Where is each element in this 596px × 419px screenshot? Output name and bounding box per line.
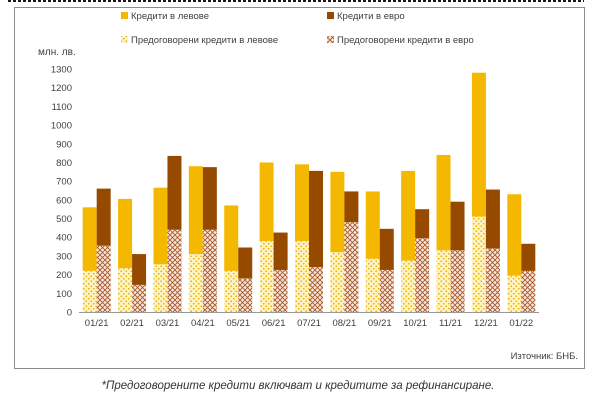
- bar-segment: [132, 284, 147, 312]
- legend-swatch: [121, 36, 128, 43]
- bar-segment: [471, 72, 486, 217]
- bar-segment: [295, 164, 309, 241]
- y-tick-label: 1100: [52, 102, 72, 113]
- x-tick-label: 06/21: [262, 318, 286, 329]
- bar-segment: [507, 194, 522, 276]
- bar-segment: [167, 229, 182, 312]
- bar-segment: [521, 270, 536, 312]
- bar-segment: [379, 269, 394, 312]
- x-tick-label: 02/21: [120, 318, 144, 329]
- x-tick-label: 05/21: [226, 318, 250, 329]
- y-tick-label: 600: [56, 195, 72, 206]
- x-axis: 01/21 02/21 03/21 04/21 05/21 06/21 07/21 08/21…: [79, 312, 539, 329]
- source-note: Източник: БНБ.: [511, 351, 578, 362]
- bar-segment: [96, 188, 111, 246]
- bar-segment: [415, 238, 430, 312]
- y-tick-label: 100: [56, 289, 72, 300]
- x-tick-label: 09/21: [368, 318, 392, 329]
- bar-segment: [259, 162, 274, 241]
- x-tick-label: 12/21: [474, 318, 498, 329]
- x-tick-label: 10/21: [403, 318, 427, 329]
- y-tick-label: 500: [56, 214, 72, 225]
- bar-segment: [295, 240, 309, 312]
- bar-segment: [401, 260, 416, 312]
- x-tick-label: 11/21: [439, 318, 462, 329]
- bar-segment: [238, 278, 253, 312]
- y-tick-label: 1300: [51, 65, 72, 76]
- bar-segment: [224, 270, 239, 312]
- bar-segment: [485, 189, 500, 249]
- y-axis: 0 100 200 300 400 500 600 700 800 900 1000 1100 1200…: [51, 65, 72, 319]
- bar-segment: [330, 252, 345, 312]
- footnote: *Предоговорените кредити включват и кред…: [101, 380, 495, 392]
- bar-segment: [118, 198, 133, 269]
- bar-segment: [471, 216, 486, 312]
- bar-segment: [344, 222, 359, 312]
- x-tick-label: 01/22: [509, 318, 533, 329]
- bar-segment: [330, 171, 345, 253]
- bar-segment: [96, 245, 111, 312]
- bar-segment: [401, 170, 416, 261]
- bar-segment: [309, 267, 323, 312]
- bar-segment: [507, 275, 522, 312]
- y-tick-label: 1200: [51, 83, 72, 94]
- y-tick-label: 0: [67, 308, 72, 319]
- legend-swatch: [121, 12, 128, 19]
- bar-segment: [365, 258, 380, 312]
- cropped-text-line: [8, 0, 584, 2]
- legend: Кредити в левове Кредити в евро Предоговор…: [121, 11, 474, 46]
- bar-segment: [436, 250, 451, 312]
- bar-segment: [153, 187, 168, 265]
- bar-segment: [224, 205, 239, 271]
- y-tick-label: 1000: [51, 121, 72, 132]
- legend-swatch: [327, 36, 334, 43]
- bar-segment: [273, 232, 288, 270]
- top-strip: [0, 0, 596, 4]
- bar-segment: [82, 207, 97, 271]
- bar-segment: [82, 270, 97, 312]
- bar-segment: [485, 248, 500, 312]
- y-tick-label: 300: [56, 251, 72, 262]
- x-tick-label: 07/21: [297, 318, 321, 329]
- bar-segment: [365, 191, 380, 259]
- y-tick-label: 900: [56, 139, 72, 150]
- legend-label: Предоговорени кредити в евро: [337, 35, 474, 46]
- bar-segment: [153, 264, 168, 312]
- legend-label: Кредити в левове: [131, 11, 209, 22]
- bar-segment: [188, 254, 203, 312]
- y-tick-label: 800: [56, 158, 72, 169]
- bar-segment: [273, 269, 288, 312]
- bar-segment: [344, 191, 359, 223]
- x-tick-label: 04/21: [191, 318, 215, 329]
- legend-swatch: [327, 12, 334, 19]
- bar-segment: [415, 209, 430, 239]
- y-tick-label: 700: [56, 177, 72, 188]
- x-tick-label: 01/21: [85, 318, 109, 329]
- bar-segment: [450, 250, 465, 312]
- bars: [82, 72, 536, 312]
- legend-label: Кредити в евро: [337, 11, 405, 22]
- y-axis-label: млн. лв.: [38, 47, 76, 58]
- x-tick-label: 08/21: [332, 318, 356, 329]
- bar-segment: [436, 154, 451, 251]
- y-tick-label: 400: [56, 233, 72, 244]
- bar-segment: [167, 155, 182, 230]
- bar-segment: [132, 254, 147, 285]
- y-tick-label: 200: [56, 270, 72, 281]
- bar-segment: [202, 167, 217, 230]
- bar-segment: [202, 229, 217, 312]
- x-tick-label: 03/21: [156, 318, 180, 329]
- bar-segment: [118, 268, 133, 312]
- bar-segment: [259, 240, 274, 312]
- legend-label: Предоговорени кредити в левове: [131, 35, 278, 46]
- bar-segment: [521, 243, 536, 271]
- bar-segment: [309, 170, 323, 268]
- bar-segment: [379, 228, 394, 270]
- bar-segment: [450, 201, 465, 251]
- bar-segment: [188, 166, 203, 255]
- bar-segment: [238, 247, 253, 279]
